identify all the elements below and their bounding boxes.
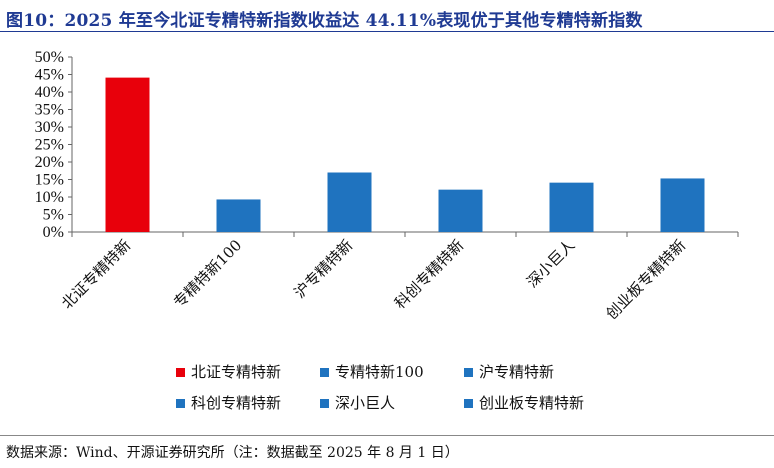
- bar-chart: 0%5%10%15%20%25%30%35%40%45%50% 北证专精特新 专精…: [35, 49, 739, 412]
- y-tick-label: 40%: [35, 84, 64, 101]
- title-divider: [0, 31, 774, 32]
- bars: [105, 77, 705, 233]
- legend-swatch: [464, 368, 473, 377]
- legend-swatch: [464, 399, 473, 408]
- legend-label: 专精特新100: [335, 363, 424, 381]
- bar: [327, 172, 372, 232]
- x-category-label: 创业板专精特新: [602, 236, 689, 323]
- source-note: 数据来源：Wind、开源证券研究所（注：数据截至 2025 年 8 月 1 日）: [6, 445, 459, 461]
- legend-swatch: [320, 399, 329, 408]
- y-tick-label: 15%: [35, 172, 64, 189]
- x-category-label: 专精特新100: [170, 236, 245, 311]
- category-labels: 北证专精特新 专精特新100 沪专精特新 科创专精特新 深小巨人 创业板专精特新: [58, 236, 689, 323]
- x-category-label: 北证专精特新: [58, 236, 134, 312]
- bar: [216, 199, 261, 232]
- y-tick-label: 5%: [43, 207, 64, 224]
- y-tick-label: 45%: [35, 67, 64, 84]
- legend-label: 北证专精特新: [191, 363, 281, 381]
- y-tick-label: 35%: [35, 102, 64, 119]
- y-tick-label: 25%: [35, 137, 64, 154]
- legend-swatch: [176, 368, 185, 377]
- y-tick-label: 10%: [35, 189, 64, 206]
- bar: [105, 77, 150, 233]
- y-tick-label: 20%: [35, 154, 64, 171]
- footer-divider: [0, 435, 774, 436]
- legend-label: 创业板专精特新: [479, 394, 584, 412]
- y-tick-label: 0%: [43, 224, 64, 241]
- bar: [660, 178, 705, 232]
- y-tick-label: 30%: [35, 119, 64, 136]
- chart-title: 图10：2025 年至今北证专精特新指数收益达 44.11%表现优于其他专精特新…: [6, 11, 643, 31]
- x-axis: [71, 231, 739, 237]
- legend-swatch: [320, 368, 329, 377]
- y-tick-label: 50%: [35, 49, 64, 66]
- x-category-label: 科创专精特新: [391, 236, 467, 312]
- legend-swatch: [176, 399, 185, 408]
- legend-label: 科创专精特新: [191, 394, 281, 412]
- x-category-label: 沪专精特新: [291, 236, 357, 302]
- legend-label: 深小巨人: [335, 394, 395, 412]
- legend-label: 沪专精特新: [479, 363, 554, 381]
- y-axis: 0%5%10%15%20%25%30%35%40%45%50%: [35, 49, 73, 241]
- x-category-label: 深小巨人: [523, 236, 578, 291]
- bar: [549, 182, 594, 232]
- bar: [438, 189, 483, 232]
